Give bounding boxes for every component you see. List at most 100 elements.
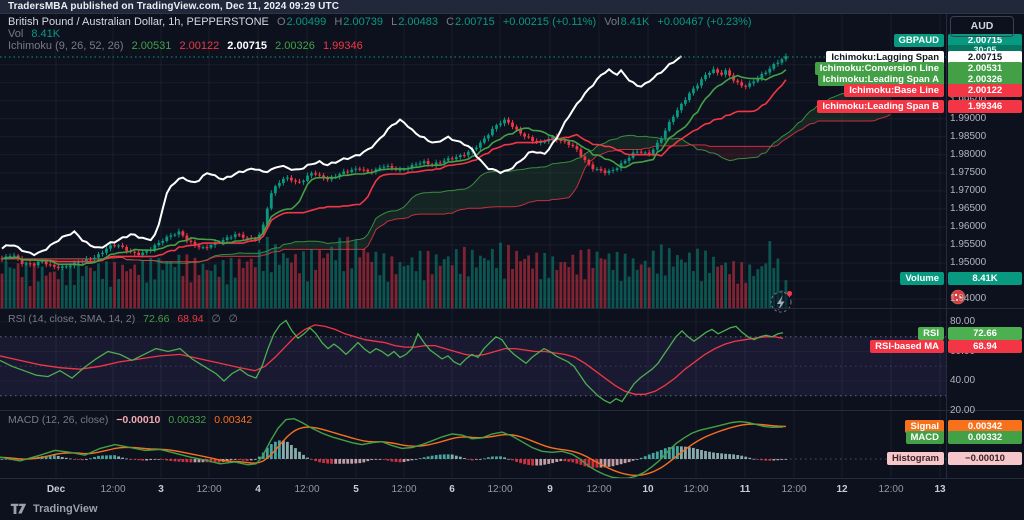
time-axis-label: 13 <box>934 484 946 495</box>
ichimoku-span-a-value: 2.00326 <box>275 40 315 52</box>
publisher-avatar-icon[interactable] <box>950 289 966 305</box>
axis-tag-histogram: Histogram <box>887 451 944 465</box>
macd-legend-row[interactable]: MACD (12, 26, close) −0.00010 0.00332 0.… <box>8 414 257 426</box>
symbol-title: British Pound / Australian Dollar, 1h, P… <box>8 16 269 28</box>
ichimoku-lagging-span-line <box>1 55 682 257</box>
rsi-axis-label: 80.00 <box>950 316 976 327</box>
grid-layer <box>0 14 946 478</box>
axis-value-badge-rsi: 72.66 <box>948 326 1022 340</box>
time-axis-label: 12:00 <box>294 484 320 495</box>
panel-divider-main-rsi[interactable] <box>0 308 1024 309</box>
axis-value-badge-signal: 0.00342 <box>948 419 1022 433</box>
axis-value-badge-volume: 8.41K <box>948 271 1022 285</box>
time-axis-label: 12:00 <box>781 484 807 495</box>
axis-tag-signal: Signal <box>905 419 944 433</box>
price-axis-label: 1.94000 <box>950 293 987 304</box>
axis-tag-ichimoku-conversion-line: Ichimoku:Conversion Line <box>814 61 944 75</box>
volume-bars <box>0 236 788 308</box>
time-axis-label: 4 <box>255 484 261 495</box>
time-axis-label: 12:00 <box>586 484 612 495</box>
ichimoku-base-value: 2.00122 <box>179 40 220 52</box>
time-axis-label: 10 <box>642 484 654 495</box>
rsi-axis-label: 40.00 <box>950 375 976 386</box>
close-value: 2.00715 <box>455 16 495 28</box>
volume-indicator-value: 8.41K <box>31 28 61 40</box>
rsi-line <box>0 319 784 404</box>
lightning-icon <box>777 295 785 311</box>
ichimoku-label: Ichimoku (9, 26, 52, 26) <box>8 40 124 52</box>
rsi-value: 72.66 <box>143 313 170 325</box>
axis-tag-macd: MACD <box>905 430 944 444</box>
axis-value-badge-countdown: 30:05 <box>948 44 1022 56</box>
rsi-ma-line <box>0 324 784 395</box>
price-axis-label: 1.97500 <box>950 167 987 178</box>
volume-legend-row[interactable]: Vol 8.41K <box>8 28 65 40</box>
macd-label: MACD (12, 26, close) <box>8 414 109 426</box>
axis-value-badge-ichimoku-leading-span-b: 1.99346 <box>948 99 1022 113</box>
price-axis-label: 1.96500 <box>950 203 987 214</box>
footer-brand[interactable]: TradingView <box>10 502 98 516</box>
ichimoku-conversion-value: 2.00531 <box>131 40 172 52</box>
ichimoku-legend-row[interactable]: Ichimoku (9, 26, 52, 26) 2.00531 2.00122… <box>8 40 368 52</box>
price-axis-label: 1.98500 <box>950 131 987 142</box>
axis-tag-ichimoku-base-line: Ichimoku:Base Line <box>844 83 944 97</box>
notification-dot-icon <box>786 290 793 297</box>
volume-indicator-label: Vol <box>8 28 24 40</box>
rsi-legend-row[interactable]: RSI (14, close, SMA, 14, 2) 72.66 68.94 … <box>8 313 243 325</box>
axis-tag-gbpaud: GBPAUD <box>893 33 944 47</box>
low-label: L <box>391 16 398 28</box>
axis-value-badge-ichimoku-conversion-line: 2.00531 <box>948 61 1022 75</box>
time-axis-label: 6 <box>449 484 455 495</box>
time-axis-label: 12:00 <box>196 484 222 495</box>
price-axis-label: 1.99000 <box>950 113 987 124</box>
macd-signal-value: 0.00342 <box>214 414 253 426</box>
currency-axis-button[interactable]: AUD <box>950 16 1014 37</box>
time-axis-label: Dec <box>46 484 66 495</box>
macd-line-value: 0.00332 <box>168 414 207 426</box>
ichimoku-base-line <box>1 79 787 263</box>
time-axis-label: 5 <box>353 484 359 495</box>
high-value: 2.00739 <box>343 16 384 28</box>
rsi-label: RSI (14, close, SMA, 14, 2) <box>8 313 136 325</box>
time-axis-divider <box>0 478 1024 479</box>
macd-histogram-value: −0.00010 <box>116 414 161 426</box>
open-value: 2.00499 <box>286 16 327 28</box>
rsi-band-empty-icon: ∅ <box>228 313 238 325</box>
vol-label: Vol <box>604 16 620 28</box>
time-axis-label: 11 <box>739 484 751 495</box>
high-label: H <box>334 16 343 28</box>
price-axis-divider <box>946 14 947 478</box>
price-axis-label: 1.97000 <box>950 185 987 196</box>
publisher-bar: TradersMBA published on TradingView.com,… <box>0 0 1024 14</box>
ichimoku-span-b-value: 1.99346 <box>322 40 363 52</box>
panel-divider-rsi-macd[interactable] <box>0 410 1024 411</box>
macd-histogram <box>0 440 788 468</box>
ichimoku-lagging-value: 2.00715 <box>227 40 268 52</box>
axis-tag-rsi-based-ma: RSI-based MA <box>870 339 944 353</box>
price-axis-label: 1.95000 <box>950 257 987 268</box>
time-axis-label: 12 <box>836 484 848 495</box>
close-label: C <box>446 16 455 28</box>
axis-value-badge-ichimoku-base-line: 2.00122 <box>948 83 1022 97</box>
time-axis-label: 12:00 <box>683 484 709 495</box>
ichimoku-conversion-line <box>1 69 787 266</box>
rsi-axis-label: 20.00 <box>950 405 976 416</box>
vol-value: 8.41K <box>620 16 650 28</box>
tradingview-logo-icon <box>10 503 27 515</box>
change-value: +0.00215 (+0.11%) <box>502 16 597 28</box>
axis-tag-ichimoku-leading-span-a: Ichimoku:Leading Span A <box>817 72 944 86</box>
rsi-ma-value: 68.94 <box>177 313 204 325</box>
time-axis-label: 9 <box>547 484 553 495</box>
time-axis-label: 12:00 <box>391 484 417 495</box>
price-axis-label: 1.96000 <box>950 221 987 232</box>
time-axis-label: 12:00 <box>100 484 126 495</box>
symbol-legend-row[interactable]: British Pound / Australian Dollar, 1h, P… <box>8 16 757 28</box>
rsi-panel <box>0 319 946 404</box>
low-value: 2.00483 <box>398 16 438 28</box>
instant-trade-icon[interactable] <box>770 290 793 313</box>
macd-line <box>0 417 784 478</box>
tradingview-brand-text: TradingView <box>33 503 98 515</box>
axis-tag-volume: Volume <box>900 271 944 285</box>
